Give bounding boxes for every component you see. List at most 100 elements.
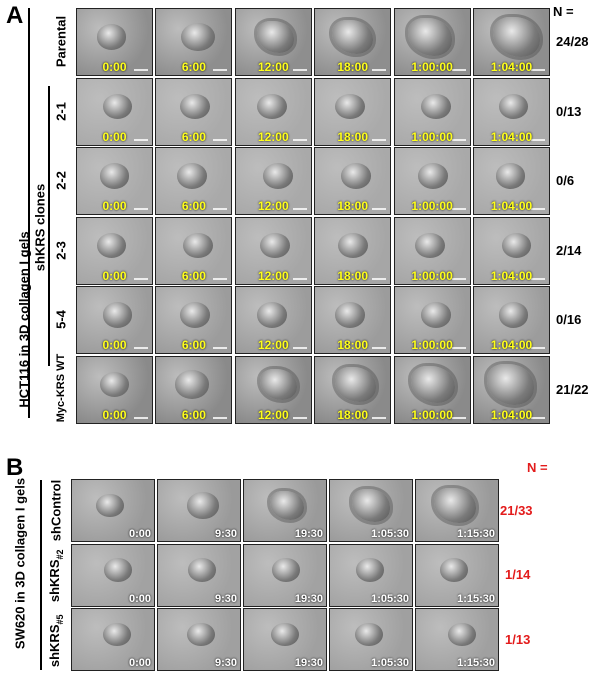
cell-cluster (99, 371, 130, 398)
row-label-subscript: #5 (54, 613, 65, 624)
scale-bar (134, 138, 148, 141)
cell-cluster (421, 93, 452, 120)
cell-cluster (434, 488, 476, 523)
scale-bar (213, 208, 228, 210)
cell-cluster (355, 622, 383, 647)
cell-cluster (272, 558, 300, 582)
scale-bar (292, 69, 307, 71)
micrograph-tile: 12:00 (234, 77, 312, 146)
cell-cluster (96, 493, 124, 518)
row-label-text: shControl (48, 479, 64, 541)
row-n-value: 2/14 (556, 242, 582, 258)
cell-cluster (334, 302, 365, 328)
timestamp: 1:00:00 (411, 268, 453, 283)
timestamp: 0:00 (128, 657, 151, 669)
row-label-text: shKRS (47, 559, 63, 603)
row-n-value: 21/33 (500, 502, 533, 518)
scale-bar (213, 69, 228, 71)
scale-bar (451, 347, 466, 349)
row-label: 5-4 (53, 310, 69, 329)
cell-cluster (352, 489, 390, 522)
micrograph-tile: 0:00 (76, 147, 153, 215)
micrograph-tile: 1:00:00 (393, 77, 471, 146)
scale-bar (134, 69, 148, 71)
timestamp: 0:00 (128, 528, 151, 540)
micrograph-tile: 0:00 (71, 479, 155, 542)
timestamp: 1:05:30 (371, 592, 409, 605)
micrograph-tile: 0:00 (76, 355, 153, 424)
scale-bar (531, 208, 545, 210)
scale-bar (213, 347, 228, 349)
cell-cluster (182, 232, 213, 259)
cell-cluster (187, 622, 215, 647)
timestamp: 9:30 (214, 592, 237, 605)
panel-a-clone-bracket (48, 86, 50, 366)
micrograph-tile: 18:00 (314, 216, 392, 285)
timestamp: 6:00 (181, 407, 206, 422)
scale-bar (372, 208, 387, 210)
cell-cluster (421, 302, 452, 328)
timestamp: 6:00 (181, 199, 206, 213)
micrograph-tile: 1:00:00 (393, 355, 471, 424)
panel-a-bracket (28, 8, 30, 418)
timestamp: 1:04:00 (490, 60, 533, 74)
cell-cluster (415, 232, 446, 259)
timestamp: 18:00 (337, 338, 369, 352)
timestamp: 1:00:00 (411, 60, 453, 74)
micrograph-tile: 1:04:00 (473, 286, 550, 354)
cell-cluster (187, 492, 219, 519)
timestamp: 18:00 (337, 60, 369, 74)
timestamp: 0:00 (102, 60, 127, 74)
timestamp: 18:00 (337, 407, 369, 422)
micrograph-tile: 6:00 (155, 355, 233, 424)
micrograph-tile: 19:30 (243, 479, 327, 542)
cell-cluster (356, 558, 384, 582)
cell-cluster (418, 163, 449, 189)
timestamp: 12:00 (257, 268, 289, 283)
micrograph-tile: 18:00 (314, 8, 392, 76)
timestamp: 6:00 (181, 60, 206, 74)
cell-cluster (257, 302, 288, 328)
row-n-value: 0/13 (556, 103, 582, 119)
cell-cluster (440, 558, 468, 582)
cell-cluster (271, 622, 299, 647)
scale-bar (451, 138, 466, 141)
micrograph-tile: 1:04:00 (473, 147, 550, 215)
cell-cluster (256, 21, 294, 53)
micrograph-tile: 6:00 (155, 77, 233, 146)
micrograph-tile: 6:00 (155, 8, 233, 76)
scale-bar (213, 277, 228, 280)
scale-bar (531, 138, 545, 141)
row-label: shKRS#5 (47, 600, 65, 680)
timestamp: 6:00 (181, 129, 206, 144)
scale-bar (292, 208, 307, 210)
panel-b-n-header: N = (527, 460, 548, 475)
timestamp: 1:04:00 (490, 199, 533, 213)
timestamp: 6:00 (181, 338, 206, 352)
scale-bar (372, 138, 387, 141)
micrograph-tile: 9:30 (157, 608, 241, 671)
timestamp: 19:30 (294, 592, 323, 605)
cell-cluster (340, 163, 371, 189)
cell-cluster (260, 232, 291, 259)
scale-bar (134, 277, 148, 280)
timestamp: 1:15:30 (457, 592, 495, 605)
micrograph-tile: 1:05:30 (329, 608, 413, 671)
timestamp: 1:04:00 (490, 338, 533, 352)
micrograph-tile: 19:30 (243, 543, 327, 607)
row-label: Parental (53, 15, 69, 68)
cell-cluster (96, 24, 127, 50)
scale-bar (372, 69, 387, 71)
timestamp: 12:00 (257, 129, 289, 144)
micrograph-tile: 1:05:30 (329, 479, 413, 542)
timestamp: 1:00:00 (411, 199, 453, 213)
panel-a-letter: A (6, 2, 24, 29)
row-n-value: 0/16 (556, 312, 582, 327)
timestamp: 0:00 (102, 129, 127, 144)
timestamp: 1:00:00 (411, 129, 453, 144)
micrograph-tile: 1:15:30 (415, 479, 499, 542)
cell-cluster (337, 232, 368, 259)
cell-cluster (179, 302, 210, 328)
cell-cluster (492, 16, 541, 58)
micrograph-tile: 1:00:00 (393, 286, 471, 354)
